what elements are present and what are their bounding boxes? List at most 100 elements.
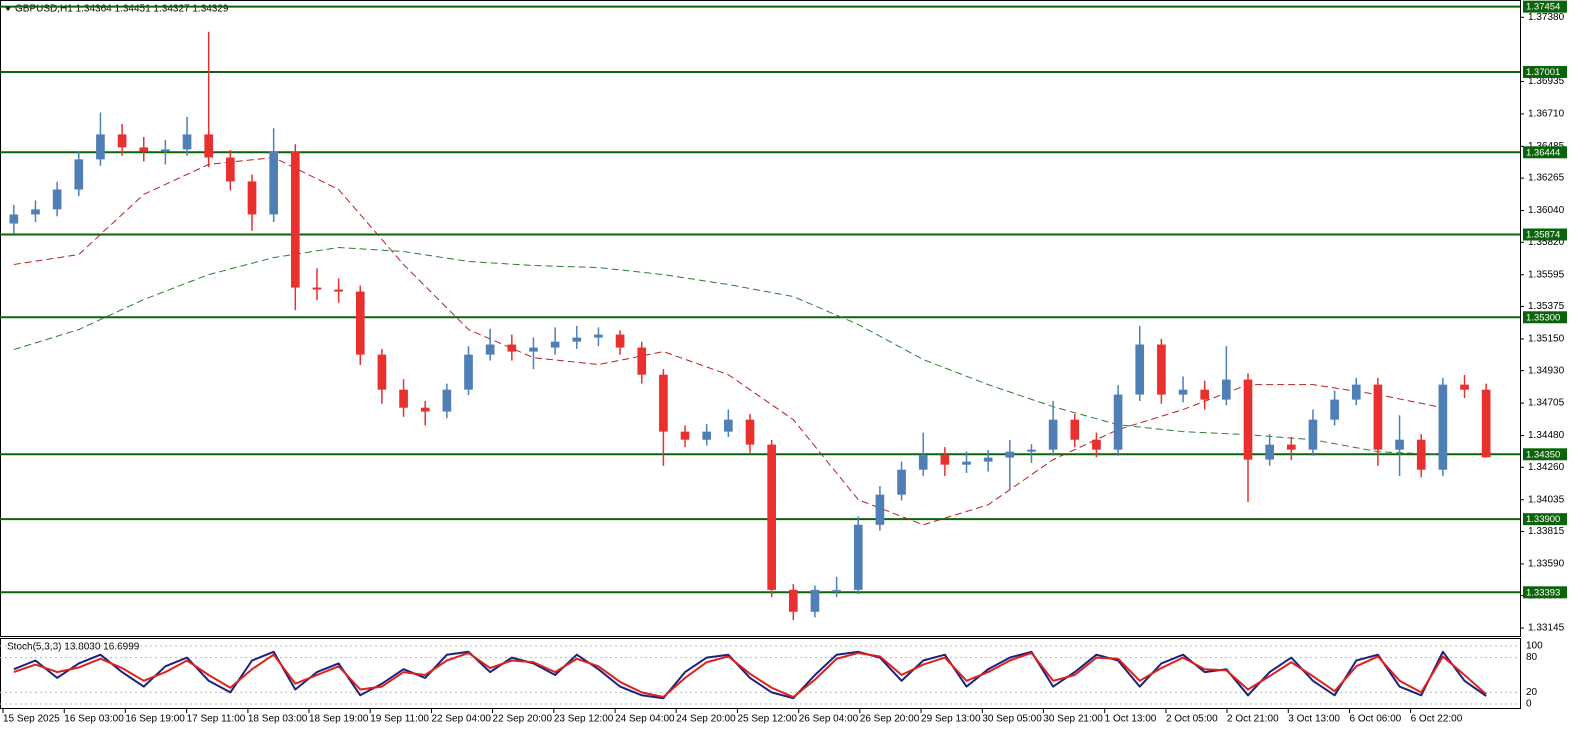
candle-body [52, 189, 62, 210]
candle-body [1243, 379, 1253, 460]
candle-body [745, 419, 755, 445]
candle-body [594, 334, 603, 338]
candle-body [1351, 384, 1361, 400]
moving-average [13, 156, 1443, 526]
candle-body [1092, 439, 1101, 450]
candle-body [637, 347, 647, 375]
candle-body [1438, 384, 1448, 470]
candle-body [1265, 444, 1274, 460]
chart-title: GBPUSD,H1 1.34364 1.34451 1.34327 1.3432… [15, 4, 229, 15]
candle-body [918, 454, 928, 470]
x-tick-label: 26 Sep 04:00 [799, 714, 859, 725]
level-label: 1.37454 [1526, 2, 1560, 13]
moving-average [13, 246, 1443, 456]
candle-body [355, 291, 365, 355]
candle-body [1200, 389, 1210, 400]
candle-body [940, 454, 950, 465]
level-label: 1.35874 [1526, 230, 1560, 241]
candle-body [139, 147, 149, 152]
level-label-box [1523, 0, 1567, 13]
x-tick-label: 23 Sep 12:00 [554, 714, 614, 725]
x-tick-label: 1 Oct 13:00 [1105, 714, 1157, 725]
stoch-tick-label: 20 [1526, 687, 1538, 698]
candle-body [96, 134, 105, 160]
candle-body [420, 407, 430, 412]
symbol-menu-icon[interactable] [5, 7, 11, 11]
candle-body [485, 344, 495, 355]
candle-body [1005, 451, 1015, 458]
candle-body [161, 149, 170, 152]
level-label-box [1523, 146, 1567, 159]
level-label: 1.35300 [1526, 312, 1560, 323]
candle-body [312, 287, 322, 290]
candle-body [788, 589, 798, 612]
candle-body [1222, 379, 1231, 400]
level-label-box [1523, 586, 1567, 599]
candle-body [832, 589, 841, 591]
x-tick-label: 17 Sep 11:00 [187, 714, 246, 725]
y-tick-label: 1.34930 [1528, 365, 1565, 376]
level-label-box [1523, 311, 1567, 324]
y-tick-label: 1.35595 [1528, 269, 1565, 280]
y-tick-label: 1.34260 [1528, 462, 1565, 473]
stoch-tick-label: 100 [1526, 641, 1543, 652]
candle-body [507, 344, 517, 352]
x-tick-label: 26 Sep 20:00 [860, 714, 920, 725]
candle-body [1178, 389, 1188, 395]
level-label: 1.36444 [1526, 147, 1560, 158]
x-tick-label: 30 Sep 21:00 [1043, 714, 1103, 725]
candle-body [442, 389, 452, 412]
level-label-box [1523, 513, 1567, 526]
level-label: 1.37001 [1526, 67, 1560, 78]
candle-body [377, 354, 387, 390]
candle-body [1135, 344, 1145, 395]
level-label: 1.33900 [1526, 514, 1560, 525]
level-label: 1.33393 [1526, 587, 1560, 598]
y-tick-label: 1.36040 [1528, 205, 1565, 216]
level-label: 1.34350 [1526, 449, 1560, 460]
x-tick-label: 22 Sep 04:00 [431, 714, 491, 725]
candle-body [117, 134, 127, 148]
x-tick-label: 16 Sep 19:00 [125, 714, 185, 725]
y-tick-label: 1.36935 [1528, 76, 1565, 87]
candle-body [1330, 399, 1339, 420]
y-tick-label: 1.35150 [1528, 334, 1565, 345]
candle-body [1048, 419, 1058, 450]
candle-body [1395, 439, 1404, 450]
candle-body [983, 457, 993, 462]
candle-body [1157, 344, 1166, 395]
candle-body [897, 469, 906, 495]
y-tick-label: 1.35820 [1528, 237, 1565, 248]
level-label-box [1523, 448, 1567, 461]
candle-body [572, 337, 582, 342]
candle-body [1286, 444, 1296, 450]
x-tick-label: 22 Sep 20:00 [493, 714, 553, 725]
candle-body [659, 374, 668, 432]
stoch-title: Stoch(5,3,3) 13.8030 16.6999 [7, 642, 140, 653]
candle-body [702, 431, 712, 440]
stoch-line [13, 651, 1487, 699]
candle-body [767, 444, 776, 590]
y-tick-label: 1.34705 [1528, 398, 1565, 409]
candle-body [1481, 389, 1491, 458]
x-tick-label: 18 Sep 03:00 [248, 714, 308, 725]
candle-body [182, 134, 192, 150]
candle-body [31, 209, 40, 215]
candle-body [290, 151, 300, 288]
candle-body [962, 461, 971, 465]
candle-body [334, 289, 343, 292]
x-tick-label: 30 Sep 05:00 [982, 714, 1042, 725]
x-tick-label: 15 Sep 2025 [3, 714, 60, 725]
x-tick-label: 2 Oct 05:00 [1166, 714, 1218, 725]
x-tick-label: 24 Sep 20:00 [676, 714, 736, 725]
x-tick-label: 16 Sep 03:00 [64, 714, 124, 725]
candle-body [399, 389, 408, 408]
y-tick-label: 1.33590 [1528, 559, 1565, 570]
y-tick-label: 1.36710 [1528, 109, 1565, 120]
x-tick-label: 29 Sep 13:00 [921, 714, 981, 725]
y-tick-label: 1.36265 [1528, 173, 1565, 184]
x-tick-label: 6 Oct 22:00 [1411, 714, 1463, 725]
stoch-line [13, 650, 1487, 700]
